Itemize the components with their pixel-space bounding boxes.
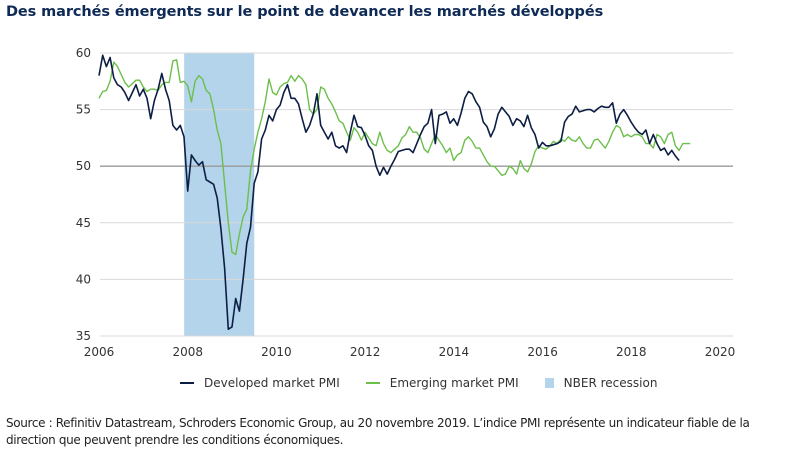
source-note: Source : Refinitiv Datastream, Schroders…	[6, 416, 750, 447]
legend-item-developed: Developed market PMI	[180, 376, 340, 390]
chart-title: Des marchés émergents sur le point de de…	[6, 4, 604, 20]
grid-layer	[100, 52, 733, 337]
y-tick-label: 35	[76, 329, 91, 343]
x-tick-label: 2016	[527, 345, 558, 359]
x-tick-label: 2008	[172, 345, 203, 359]
x-tick-label: 2010	[261, 345, 292, 359]
series-layer	[98, 54, 691, 331]
legend-swatch-emerging	[365, 382, 380, 384]
y-tick-label: 50	[76, 159, 91, 173]
legend-swatch-recession	[544, 378, 554, 388]
recession-band	[184, 53, 255, 336]
legend-label-emerging: Emerging market PMI	[389, 376, 519, 390]
y-tick-label: 45	[76, 216, 91, 230]
x-tick-label: 2012	[350, 345, 381, 359]
x-tick-label: 2018	[616, 345, 647, 359]
legend-label-developed: Developed market PMI	[204, 376, 340, 390]
developed-market-pmi-line	[98, 54, 680, 331]
legend-item-recession: NBER recession	[544, 376, 658, 390]
x-tick-label: 2014	[439, 345, 470, 359]
x-tick-label: 2006	[84, 345, 115, 359]
y-tick-label: 40	[76, 272, 91, 286]
legend: Developed market PMI Emerging market PMI…	[180, 376, 683, 390]
legend-swatch-developed	[180, 382, 194, 384]
recession-layer	[184, 53, 255, 336]
y-tick-label: 60	[76, 46, 91, 60]
legend-label-recession: NBER recession	[563, 376, 658, 390]
x-tick-label: 2020	[705, 345, 736, 359]
legend-item-emerging: Emerging market PMI	[365, 376, 519, 390]
y-tick-label: 55	[76, 103, 91, 117]
x-axis: 2006 2008 2010 2012 2014 2016 2018 2020	[84, 345, 736, 359]
emerging-market-pmi-line	[98, 59, 691, 256]
pmi-line-chart: 35 40 45 50 55 60 2006 2008 2010 2012 2014 2016 201…	[76, 46, 736, 359]
y-axis: 35 40 45 50 55 60	[76, 46, 91, 343]
